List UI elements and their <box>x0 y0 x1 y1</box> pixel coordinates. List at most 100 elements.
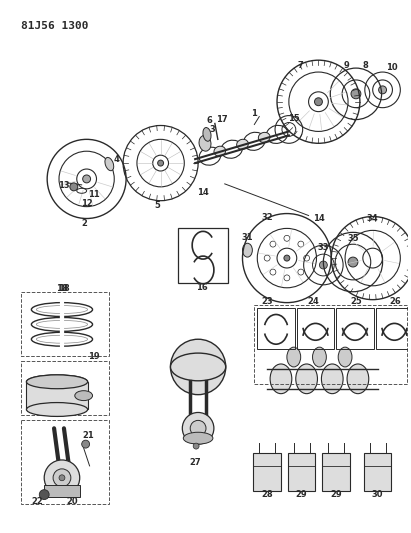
Text: 32: 32 <box>261 213 273 222</box>
Text: 6: 6 <box>206 116 212 125</box>
Text: 2: 2 <box>82 219 88 228</box>
Circle shape <box>319 261 327 269</box>
Bar <box>44 484 80 497</box>
Ellipse shape <box>270 364 292 394</box>
Ellipse shape <box>203 127 211 141</box>
Bar <box>257 308 295 349</box>
Text: 17: 17 <box>216 115 228 124</box>
Ellipse shape <box>221 140 242 158</box>
Text: 16: 16 <box>196 283 208 292</box>
Circle shape <box>298 269 304 275</box>
Ellipse shape <box>171 353 226 381</box>
Ellipse shape <box>214 146 226 156</box>
Ellipse shape <box>321 364 343 394</box>
Text: 31: 31 <box>242 233 253 242</box>
Text: 21: 21 <box>83 431 95 440</box>
Text: 81J56 1300: 81J56 1300 <box>21 21 88 30</box>
Text: 11: 11 <box>88 190 99 199</box>
Ellipse shape <box>26 402 88 416</box>
Circle shape <box>304 255 309 261</box>
Text: 18: 18 <box>56 284 68 293</box>
Bar <box>376 308 411 349</box>
Text: 29: 29 <box>330 490 342 499</box>
Circle shape <box>171 339 226 394</box>
Ellipse shape <box>266 125 288 143</box>
Ellipse shape <box>242 243 252 257</box>
Circle shape <box>158 160 164 166</box>
Ellipse shape <box>199 147 221 165</box>
Circle shape <box>193 443 199 449</box>
Circle shape <box>182 413 214 444</box>
Circle shape <box>314 98 322 106</box>
Text: 9: 9 <box>343 61 349 70</box>
Circle shape <box>348 257 358 267</box>
Text: 33: 33 <box>318 243 329 252</box>
Ellipse shape <box>36 320 88 328</box>
Ellipse shape <box>259 132 270 142</box>
Bar <box>253 453 281 491</box>
Ellipse shape <box>237 139 248 149</box>
Circle shape <box>44 460 80 496</box>
Text: 10: 10 <box>386 62 397 71</box>
Bar <box>288 453 316 491</box>
Circle shape <box>284 236 290 241</box>
Ellipse shape <box>75 391 92 401</box>
Ellipse shape <box>338 347 352 367</box>
Ellipse shape <box>199 135 211 151</box>
Bar <box>21 421 109 505</box>
Ellipse shape <box>31 303 92 317</box>
Ellipse shape <box>287 347 301 367</box>
Circle shape <box>284 255 290 261</box>
Bar <box>297 308 334 349</box>
Ellipse shape <box>26 375 88 389</box>
Circle shape <box>270 241 276 247</box>
Ellipse shape <box>31 332 92 346</box>
Text: 13: 13 <box>58 181 70 190</box>
Ellipse shape <box>244 132 265 150</box>
Bar <box>26 382 88 409</box>
Circle shape <box>351 89 361 99</box>
Circle shape <box>39 490 49 499</box>
Text: 35: 35 <box>347 234 359 243</box>
Text: 25: 25 <box>350 297 362 306</box>
Text: 20: 20 <box>66 497 78 506</box>
Text: 23: 23 <box>261 297 273 306</box>
Bar <box>254 304 407 384</box>
Text: 14: 14 <box>197 188 209 197</box>
Bar <box>178 229 228 283</box>
Text: 5: 5 <box>155 201 161 210</box>
Text: 12: 12 <box>81 199 92 208</box>
Text: 19: 19 <box>88 352 99 360</box>
Circle shape <box>59 475 65 481</box>
Text: 7: 7 <box>298 61 304 70</box>
Text: 8: 8 <box>363 61 369 70</box>
Bar <box>322 453 350 491</box>
Text: 22: 22 <box>31 497 43 506</box>
Text: 27: 27 <box>189 458 201 467</box>
Text: 26: 26 <box>390 297 401 306</box>
Text: 18: 18 <box>58 284 70 293</box>
Ellipse shape <box>26 375 88 389</box>
Text: 24: 24 <box>308 297 319 306</box>
Circle shape <box>82 440 90 448</box>
Ellipse shape <box>31 318 92 332</box>
Circle shape <box>190 421 206 436</box>
Text: 1: 1 <box>252 109 257 118</box>
Text: 29: 29 <box>296 490 307 499</box>
Ellipse shape <box>347 364 369 394</box>
Circle shape <box>284 275 290 281</box>
Text: 15: 15 <box>288 114 300 123</box>
Circle shape <box>53 469 71 487</box>
Circle shape <box>379 86 386 94</box>
Text: 30: 30 <box>372 490 383 499</box>
Ellipse shape <box>183 432 213 444</box>
Text: 3: 3 <box>209 125 215 134</box>
Circle shape <box>298 241 304 247</box>
Bar <box>21 361 109 415</box>
Ellipse shape <box>296 364 317 394</box>
Bar <box>21 292 109 356</box>
Circle shape <box>70 183 78 191</box>
Circle shape <box>270 269 276 275</box>
Text: 14: 14 <box>313 214 324 223</box>
Ellipse shape <box>36 305 88 313</box>
